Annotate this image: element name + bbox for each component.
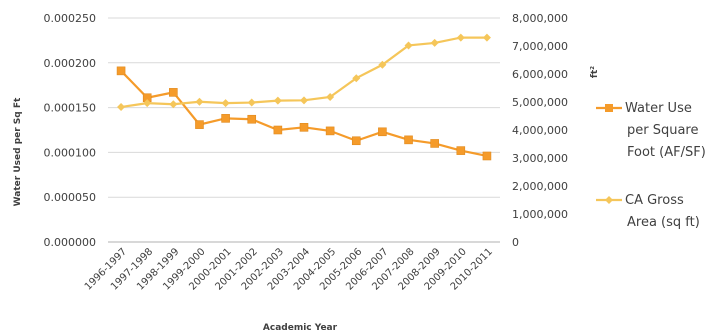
- data-point: [169, 100, 178, 109]
- data-point: [430, 38, 439, 47]
- right-axis-ticks: 8,000,000 7,000,000 6,000,000 5,000,000 4,00…: [512, 12, 568, 249]
- data-point: [143, 99, 152, 108]
- data-point: [404, 135, 413, 145]
- data-point: [169, 88, 178, 97]
- right-tick-label: 5,000,000: [512, 96, 568, 109]
- data-point: [456, 33, 465, 42]
- right-tick-label: 3,000,000: [512, 152, 568, 165]
- right-tick-label: 1,000,000: [512, 208, 568, 221]
- data-point: [456, 146, 466, 155]
- right-tick-label: 7,000,000: [512, 40, 568, 53]
- right-tick-label: 0: [512, 236, 519, 249]
- right-tick-label: 4,000,000: [512, 124, 568, 137]
- data-point: [482, 151, 492, 161]
- left-axis-title: Water Used per Sq Ft: [13, 97, 23, 206]
- data-point: [482, 33, 491, 42]
- right-tick-label: 6,000,000: [512, 68, 568, 81]
- series-layer: [116, 33, 492, 161]
- data-point: [116, 66, 126, 76]
- legend-marker: [605, 196, 613, 204]
- left-axis-ticks: 0.000250 0.000200 0.000150 0.000100 0.000050…: [44, 12, 97, 249]
- data-point: [221, 99, 230, 108]
- data-point: [300, 96, 308, 105]
- data-point: [404, 41, 413, 50]
- data-point: [221, 114, 230, 123]
- left-tick-label: 0.000100: [44, 146, 97, 159]
- data-point: [273, 125, 283, 135]
- data-point: [352, 74, 361, 83]
- data-point: [247, 98, 256, 107]
- left-tick-label: 0.000250: [44, 12, 97, 25]
- data-point: [195, 97, 204, 106]
- data-point: [299, 123, 309, 132]
- legend: Water Use per Square Foot (AF/SF) CA Gross A…: [596, 101, 706, 230]
- left-tick-label: 0.000200: [44, 57, 97, 70]
- data-point: [430, 139, 439, 148]
- data-point: [326, 92, 335, 101]
- data-point: [247, 114, 257, 124]
- data-point: [273, 96, 282, 105]
- legend-label: CA Gross Area (sq ft): [625, 193, 700, 230]
- right-tick-label: 8,000,000: [512, 12, 568, 25]
- x-axis-ticks: 1996-19971997-19981998-19991999-20002000…: [83, 246, 495, 292]
- legend-label: Water Use per Square Foot (AF/SF): [625, 101, 706, 160]
- data-point: [378, 127, 387, 137]
- data-point: [195, 120, 204, 129]
- left-tick-label: 0.000050: [44, 191, 97, 204]
- data-point: [378, 60, 387, 69]
- data-point: [117, 103, 126, 112]
- x-axis-title: Academic Year: [263, 323, 338, 333]
- data-point: [351, 136, 361, 146]
- legend-marker: [605, 104, 613, 112]
- data-point: [325, 126, 335, 136]
- right-tick-label: 2,000,000: [512, 180, 568, 193]
- left-tick-label: 0.000150: [44, 102, 97, 115]
- right-axis-title: ft²: [590, 66, 600, 78]
- left-tick-label: 0.000000: [44, 236, 97, 249]
